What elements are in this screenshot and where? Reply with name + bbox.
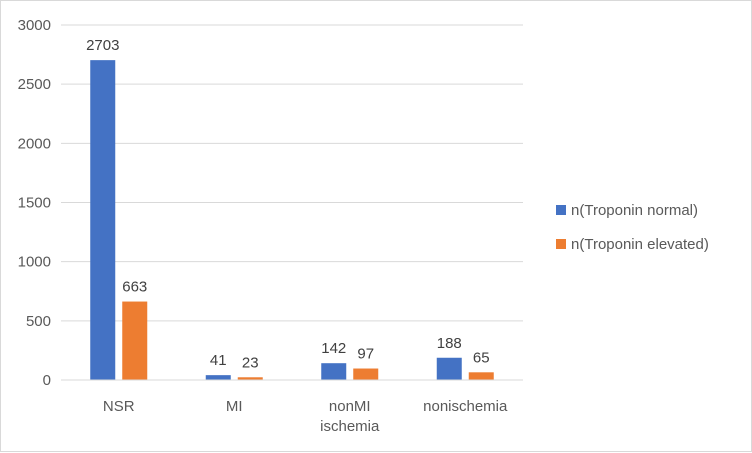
legend: n(Troponin normal) n(Troponin elevated) xyxy=(556,202,709,253)
x-category-label: ischemia xyxy=(320,418,380,435)
y-tick-label: 1000 xyxy=(18,254,51,271)
y-tick-label: 2000 xyxy=(18,135,51,152)
x-category-label: MI xyxy=(226,398,243,415)
data-labels: 2703 663 41 23 142 97 188 65 xyxy=(86,37,490,371)
x-category-label: nonMI xyxy=(329,398,371,415)
x-axis: NSR MI nonMI ischemia nonischemia xyxy=(61,379,523,435)
data-label: 188 xyxy=(437,335,462,352)
bar-troponin-elevated xyxy=(468,372,494,380)
data-label: 663 xyxy=(122,279,147,296)
bar-troponin-normal xyxy=(436,357,462,380)
y-tick-label: 500 xyxy=(26,313,51,330)
y-tick-label: 1500 xyxy=(18,195,51,212)
bar-troponin-elevated xyxy=(353,368,379,380)
data-label: 65 xyxy=(473,349,490,366)
bar-troponin-normal xyxy=(321,363,347,380)
bar-troponin-elevated xyxy=(237,377,263,380)
bar-troponin-normal xyxy=(90,60,116,381)
data-label: 2703 xyxy=(86,37,119,54)
data-label: 97 xyxy=(357,346,374,363)
y-tick-label: 0 xyxy=(43,372,51,389)
legend-swatch xyxy=(556,205,566,215)
y-tick-label: 3000 xyxy=(18,17,51,34)
y-axis: 0 500 1000 1500 2000 2500 3000 xyxy=(18,17,51,389)
legend-label: n(Troponin elevated) xyxy=(571,236,709,253)
bar-troponin-elevated xyxy=(122,301,148,380)
data-label: 23 xyxy=(242,354,259,371)
y-tick-label: 2500 xyxy=(18,76,51,93)
legend-swatch xyxy=(556,239,566,249)
bars xyxy=(90,60,494,381)
bar-troponin-normal xyxy=(205,375,231,380)
x-category-label: NSR xyxy=(103,398,135,415)
legend-label: n(Troponin normal) xyxy=(571,202,698,219)
gridlines xyxy=(61,24,523,322)
data-label: 41 xyxy=(210,352,227,369)
x-category-label: nonischemia xyxy=(423,398,508,415)
data-label: 142 xyxy=(321,340,346,357)
